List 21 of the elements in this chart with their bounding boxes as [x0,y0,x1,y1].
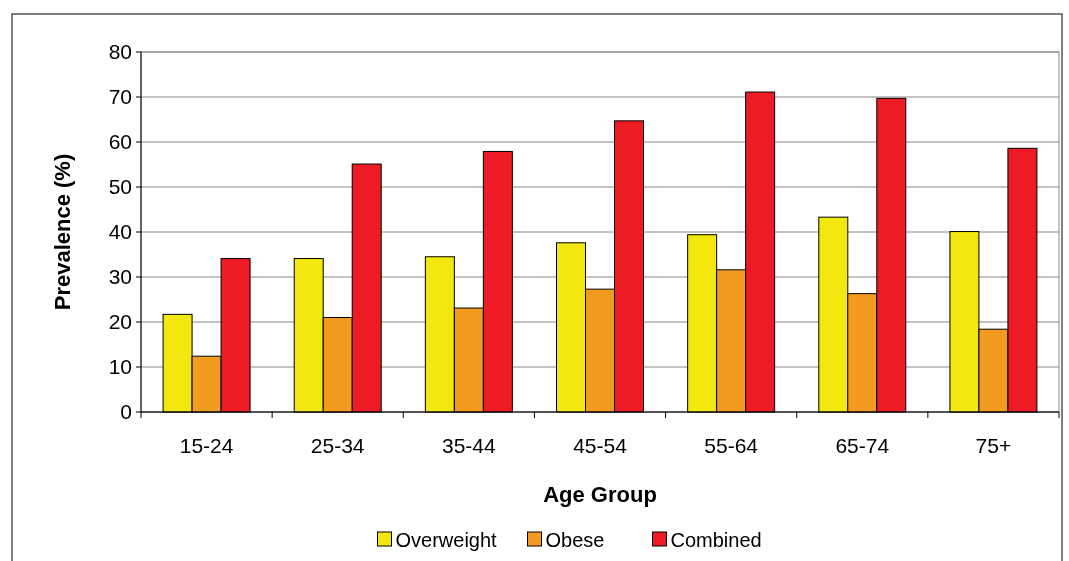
y-tick-label: 30 [108,265,132,289]
y-tick-label: 50 [108,175,132,199]
x-tick-label: 75+ [975,434,1012,457]
x-tick-label: 35-44 [442,434,497,457]
x-tick-label: 55-64 [704,434,759,457]
x-tick-label: 65-74 [835,434,890,457]
y-tick-label: 70 [108,85,132,109]
y-axis-title: Prevalence (%) [50,153,75,311]
y-tick-label: 40 [108,220,132,244]
x-tick-label: 45-54 [573,434,628,457]
legend-label: Obese [545,529,605,551]
y-tick-label: 20 [108,310,132,334]
y-tick-label: 10 [108,355,132,379]
y-tick-label: 60 [108,130,132,154]
x-tick-label: 25-34 [310,434,365,457]
legend-label: Combined [670,529,762,551]
legend-label: Overweight [395,529,498,551]
x-axis-title: Age Group [543,482,657,507]
x-tick-label: 15-24 [179,434,234,457]
y-tick-label: 0 [120,400,132,424]
y-tick-label: 80 [108,40,132,64]
